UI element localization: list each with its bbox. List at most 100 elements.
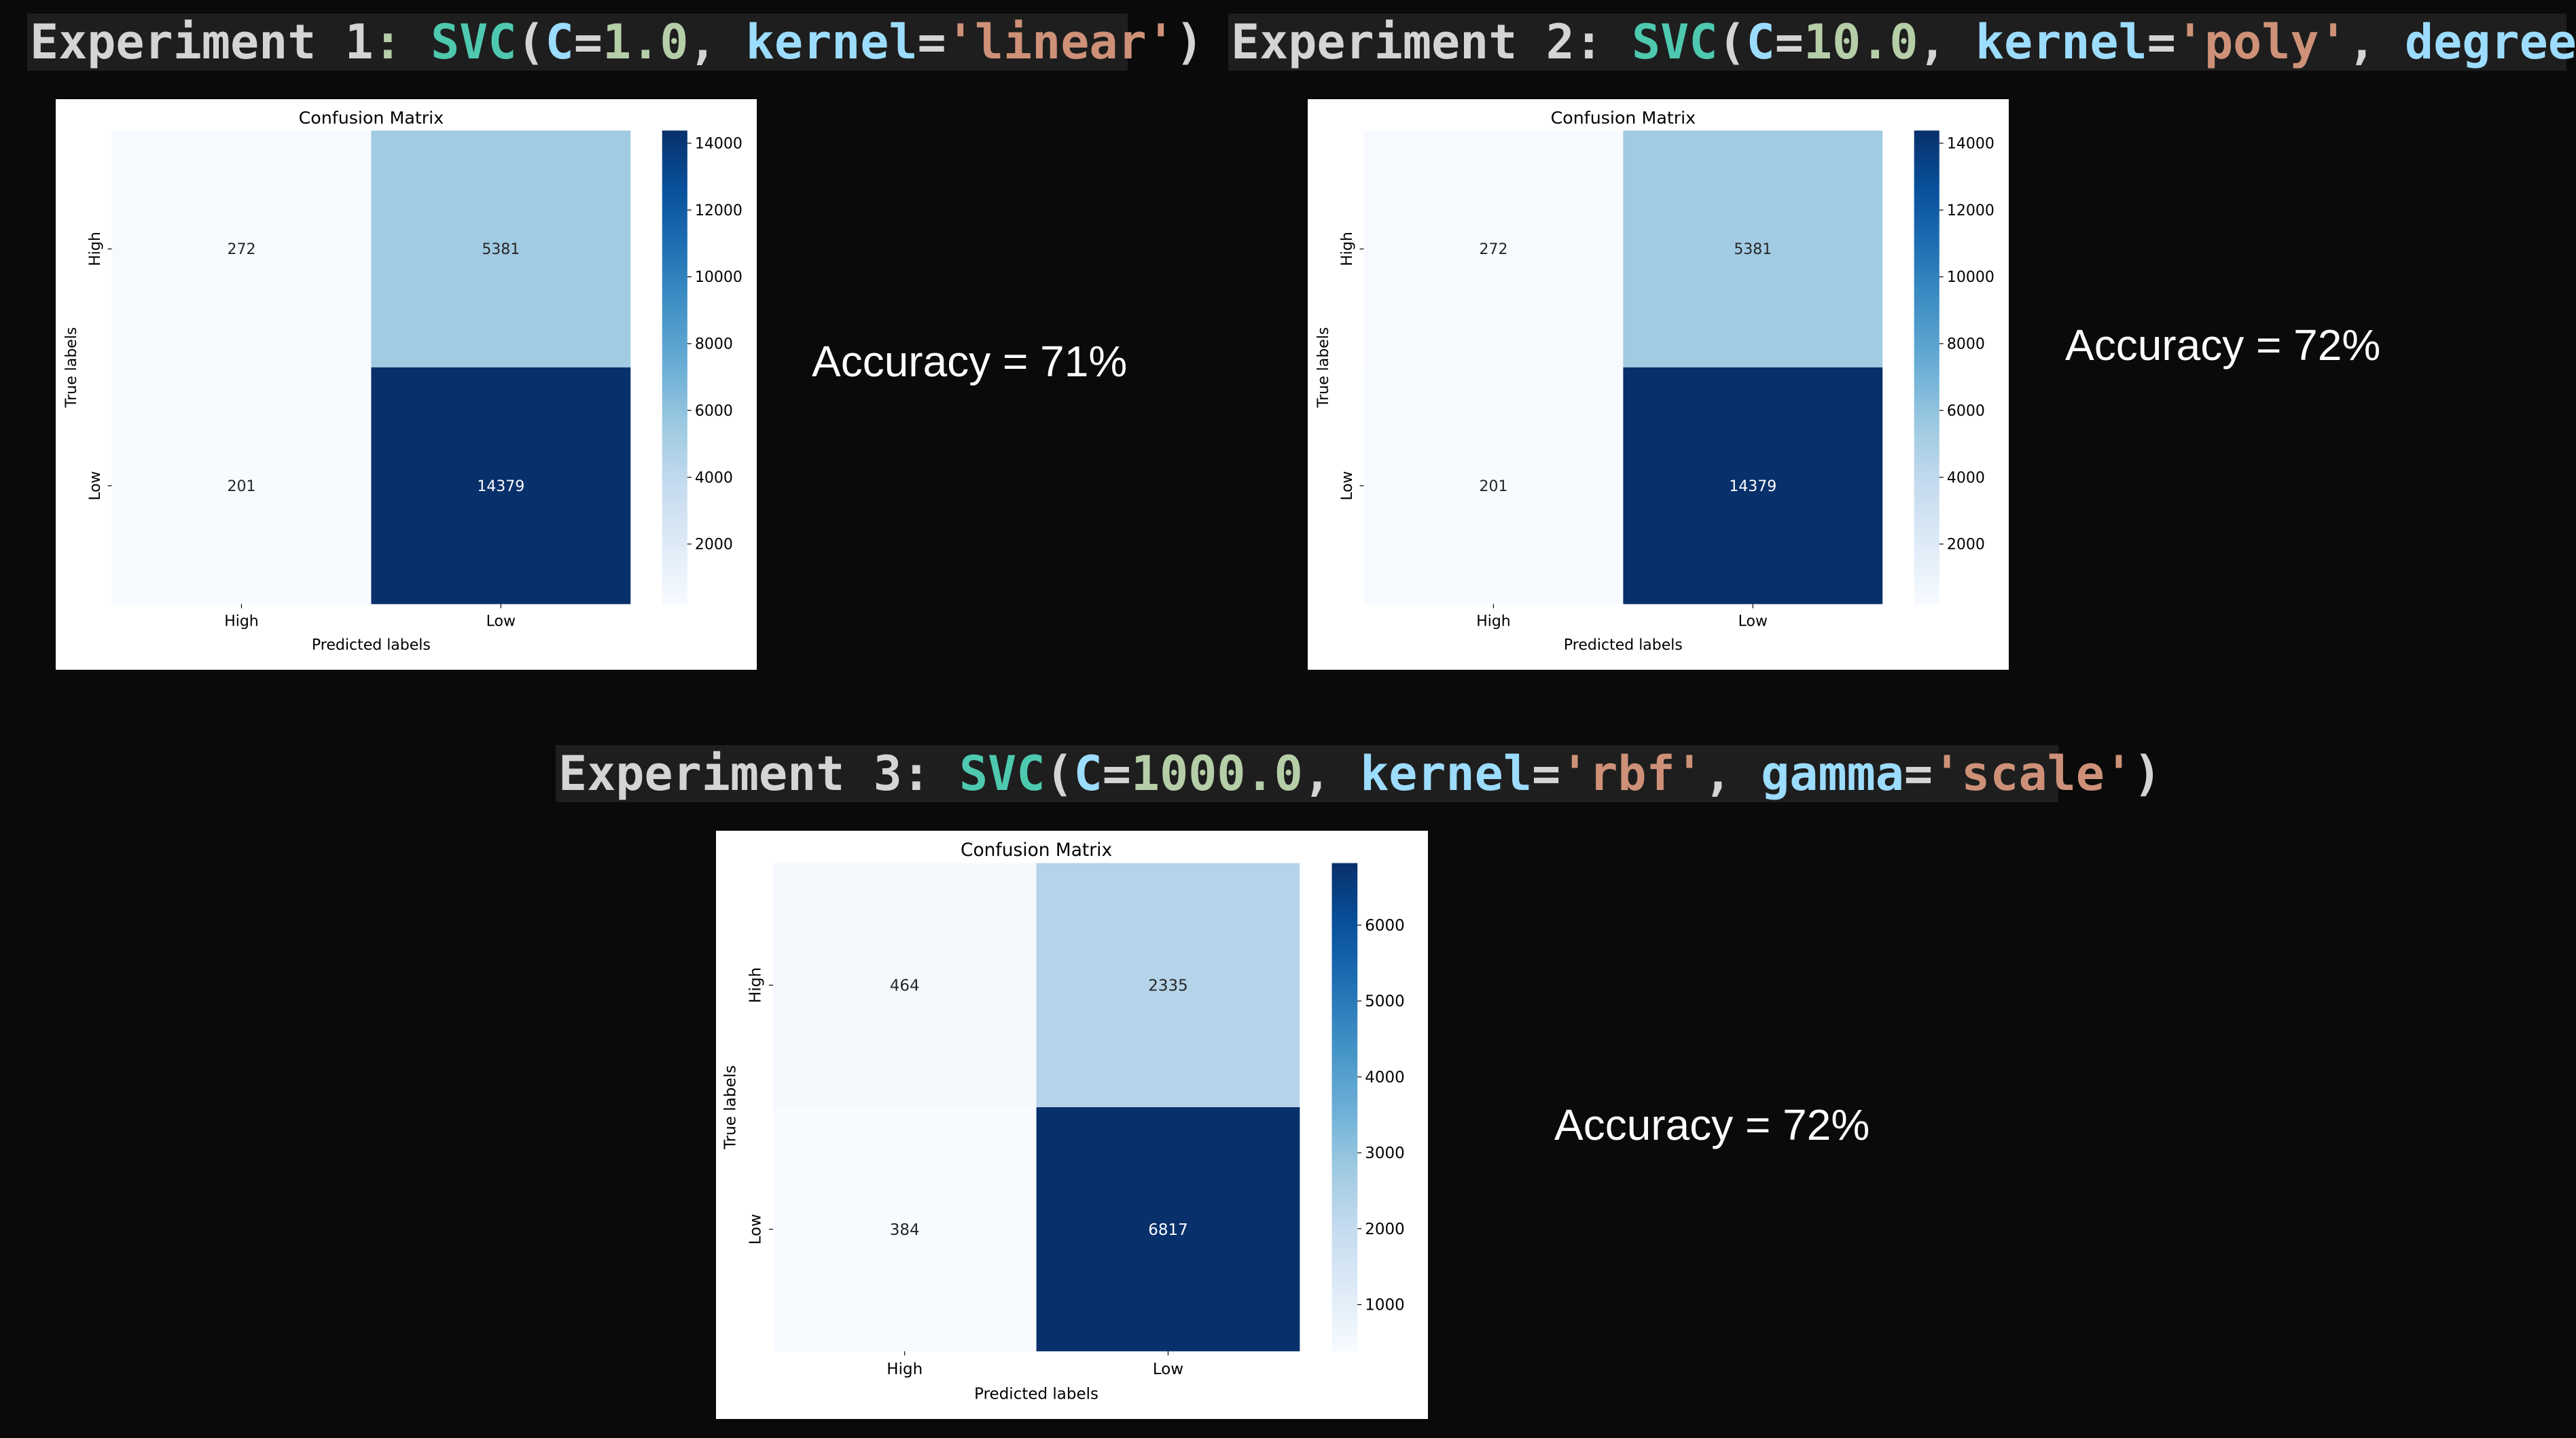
- colorbar-tick-label: 4000: [695, 469, 733, 486]
- title-token: ): [1175, 14, 1204, 70]
- title-token: =: [1102, 746, 1131, 802]
- x-tick-label: High: [224, 613, 259, 630]
- y-axis-label: True labels: [63, 327, 80, 408]
- heatmap-cell: [1363, 130, 1624, 367]
- title-token: SVC: [959, 746, 1045, 802]
- colorbar-tick-label: 2000: [1365, 1221, 1405, 1238]
- title-token: SVC: [1632, 14, 1718, 70]
- x-tick-label: Low: [1738, 613, 1768, 630]
- heatmap-cell: [1363, 367, 1624, 605]
- experiment-1-confusion-matrix: Confusion Matrix 272 5381 201 14379 High Low Pr…: [56, 99, 757, 670]
- confusion-matrix-svg: Confusion Matrix 272 5381 201 14379 High Low Pr…: [63, 108, 743, 654]
- experiment-3-title: Experiment 3: SVC(C=1000.0, kernel='rbf'…: [556, 745, 2162, 802]
- y-axis-label: True labels: [722, 1065, 740, 1150]
- title-token: (: [1045, 746, 1074, 802]
- experiment-1-accuracy: Accuracy = 71%: [812, 337, 1128, 386]
- colorbar-tick-label: 10000: [695, 269, 743, 286]
- title-token: kernel: [1975, 14, 2147, 70]
- title-token: gamma: [1761, 746, 1904, 802]
- cell-value-label: 272: [1479, 241, 1507, 258]
- colorbar: [662, 130, 687, 605]
- title-token: (: [516, 14, 545, 70]
- colorbar-tick-label: 12000: [1947, 202, 1994, 219]
- cell-value-label: 2335: [1148, 977, 1188, 994]
- x-axis-label: Predicted labels: [312, 637, 431, 654]
- experiment-2-confusion-matrix: Confusion Matrix 272 5381 201 14379 High Low Pr…: [1308, 99, 2009, 670]
- title-token: =: [917, 14, 946, 70]
- colorbar-tick-label: 12000: [695, 202, 743, 219]
- title-token: ,: [688, 14, 746, 70]
- heatmap-cell: [1623, 367, 1883, 605]
- title-token: :: [1574, 14, 1632, 70]
- heatmap-cell: [371, 367, 631, 605]
- heatmap-cell: [1623, 130, 1883, 367]
- colorbar-tick-label: 4000: [1947, 469, 1985, 486]
- cell-value-label: 5381: [482, 241, 520, 258]
- cell-value-label: 5381: [1734, 241, 1772, 258]
- colorbar-tick-label: 4000: [1365, 1068, 1405, 1086]
- y-axis-label: True labels: [1315, 327, 1332, 408]
- experiment-2-title: Experiment 2: SVC(C=10.0, kernel='poly',…: [1228, 14, 2576, 71]
- colorbar: [1914, 130, 1939, 605]
- title-token: 'rbf': [1560, 746, 1704, 802]
- experiment-2-accuracy: Accuracy = 72%: [2065, 321, 2381, 370]
- title-token: 1000.0: [1130, 746, 1303, 802]
- heatmap-cell: [371, 130, 631, 367]
- title-token: ): [2133, 746, 2162, 802]
- colorbar-tick-label: 10000: [1947, 269, 1994, 286]
- heatmap-cell: [1036, 1107, 1300, 1352]
- title-token: 10.0: [1803, 14, 1918, 70]
- cell-value-label: 6817: [1148, 1221, 1188, 1239]
- title-token: ,: [1703, 746, 1761, 802]
- colorbar: [1331, 863, 1358, 1352]
- title-token: degree: [2405, 14, 2576, 70]
- cell-value-label: 14379: [477, 478, 524, 495]
- title-token: C: [1746, 14, 1775, 70]
- title-token: ,: [2347, 14, 2405, 70]
- title-token: Experiment 3: [558, 746, 902, 802]
- title-token: =: [1774, 14, 1804, 70]
- x-tick-label: High: [887, 1361, 923, 1378]
- chart-title: Confusion Matrix: [299, 108, 444, 128]
- chart-title: Confusion Matrix: [961, 840, 1112, 861]
- title-token: =: [2147, 14, 2176, 70]
- title-token: :: [901, 746, 960, 802]
- y-tick-label: Low: [747, 1214, 764, 1244]
- title-token: 1.0: [602, 14, 689, 70]
- colorbar-tick-label: 6000: [1365, 917, 1405, 935]
- cell-value-label: 201: [227, 478, 255, 495]
- colorbar-tick-label: 3000: [1365, 1145, 1405, 1162]
- cell-value-label: 14379: [1729, 478, 1776, 495]
- title-token: Experiment 2: [1231, 14, 1575, 70]
- colorbar-tick-label: 2000: [1947, 537, 1985, 554]
- y-tick-label: Low: [87, 471, 104, 500]
- title-token: =: [1531, 746, 1561, 802]
- y-tick-label: Low: [1339, 471, 1356, 500]
- title-token: 'scale': [1933, 746, 2134, 802]
- colorbar-tick-label: 1000: [1365, 1297, 1405, 1314]
- title-token: SVC: [431, 14, 517, 70]
- chart-title: Confusion Matrix: [1551, 108, 1696, 128]
- x-axis-label: Predicted labels: [974, 1386, 1098, 1403]
- title-token: 'poly': [2175, 14, 2348, 70]
- title-token: :: [373, 14, 431, 70]
- colorbar-tick-label: 14000: [695, 136, 743, 153]
- title-token: C: [545, 14, 574, 70]
- heatmap-cell: [111, 130, 372, 367]
- x-axis-label: Predicted labels: [1564, 637, 1683, 654]
- title-token: =: [573, 14, 603, 70]
- confusion-matrix-svg: Confusion Matrix 464 2335 384 6817 High Low Pre…: [722, 840, 1405, 1403]
- colorbar-tick-label: 6000: [695, 403, 733, 420]
- experiment-3-accuracy: Accuracy = 72%: [1554, 1100, 1870, 1149]
- colorbar-tick-label: 2000: [695, 537, 733, 554]
- experiment-1-title: Experiment 1: SVC(C=1.0, kernel='linear'…: [27, 14, 1204, 71]
- heatmap-cell: [1036, 863, 1300, 1108]
- heatmap-cell: [111, 367, 372, 605]
- cell-value-label: 272: [227, 241, 255, 258]
- colorbar-tick-label: 6000: [1947, 403, 1985, 420]
- title-token: C: [1073, 746, 1103, 802]
- experiment-3-confusion-matrix: Confusion Matrix 464 2335 384 6817 High Low Pre…: [716, 831, 1428, 1419]
- y-tick-label: High: [87, 232, 104, 266]
- y-tick-label: High: [1339, 232, 1356, 266]
- x-tick-label: Low: [486, 613, 516, 630]
